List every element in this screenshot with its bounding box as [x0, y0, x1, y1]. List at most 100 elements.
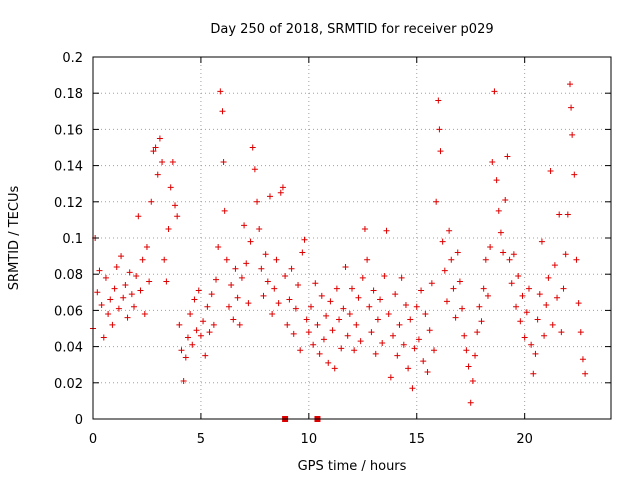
data-point: [193, 327, 200, 334]
data-point: [327, 298, 334, 305]
data-point: [102, 274, 109, 281]
data-point: [312, 280, 319, 287]
data-point: [187, 311, 194, 318]
data-point: [437, 148, 444, 155]
data-point: [482, 256, 489, 263]
data-point: [146, 278, 153, 285]
data-point: [191, 296, 198, 303]
data-point: [282, 273, 289, 280]
data-point: [220, 158, 227, 165]
data-point: [184, 334, 191, 341]
data-point: [396, 321, 403, 328]
data-point: [508, 280, 515, 287]
data-point: [100, 334, 107, 341]
data-point: [325, 359, 332, 366]
data-point: [394, 352, 401, 359]
data-point: [541, 332, 548, 339]
data-point: [113, 263, 120, 270]
data-point: [96, 267, 103, 274]
data-point: [169, 158, 176, 165]
y-tick-label: 0.2: [62, 51, 83, 66]
data-point: [538, 238, 545, 245]
data-point: [107, 296, 114, 303]
data-point: [264, 278, 271, 285]
data-point: [491, 88, 498, 95]
data-point: [137, 287, 144, 294]
data-point: [428, 280, 435, 287]
data-point: [418, 287, 425, 294]
data-point: [98, 301, 105, 308]
data-point: [551, 262, 558, 269]
data-point: [333, 285, 340, 292]
data-point: [213, 276, 220, 283]
data-point: [571, 171, 578, 178]
data-point: [459, 305, 466, 312]
data-point: [439, 238, 446, 245]
data-point: [390, 332, 397, 339]
data-point: [115, 305, 122, 312]
data-point: [174, 213, 181, 220]
data-point: [346, 311, 353, 318]
data-point: [452, 314, 459, 321]
data-point: [379, 339, 386, 346]
data-point: [424, 368, 431, 375]
grid-lines: [93, 57, 611, 419]
data-point: [487, 244, 494, 251]
data-point: [122, 282, 129, 289]
data-point: [554, 294, 561, 301]
data-point: [372, 350, 379, 357]
data-point: [221, 207, 228, 214]
data-point: [411, 345, 418, 352]
data-point: [489, 158, 496, 165]
data-point: [413, 303, 420, 310]
data-point: [208, 291, 215, 298]
axis-ticks: [92, 56, 611, 420]
data-point: [405, 365, 412, 372]
data-point: [245, 300, 252, 307]
data-point: [532, 350, 539, 357]
data-point: [463, 347, 470, 354]
data-point: [469, 377, 476, 384]
data-point: [256, 225, 263, 232]
data-point: [387, 374, 394, 381]
data-point: [523, 309, 530, 316]
y-axis-label: SRMTID / TECUs: [7, 186, 22, 291]
data-point: [266, 193, 273, 200]
data-point: [547, 168, 554, 175]
data-point: [150, 148, 157, 155]
data-point: [461, 332, 468, 339]
data-point: [536, 291, 543, 298]
data-point: [340, 305, 347, 312]
data-point: [232, 265, 239, 272]
data-point: [310, 341, 317, 348]
data-point: [258, 265, 265, 272]
data-point: [500, 249, 507, 256]
data-point: [564, 211, 571, 218]
data-point: [143, 244, 150, 251]
data-point: [262, 251, 269, 258]
data-point: [139, 256, 146, 263]
data-point: [286, 296, 293, 303]
data-point: [131, 303, 138, 310]
data-point: [305, 329, 312, 336]
data-point: [560, 285, 567, 292]
data-point: [141, 311, 148, 318]
data-point: [385, 311, 392, 318]
data-point: [307, 303, 314, 310]
data-point: [273, 256, 280, 263]
data-point: [120, 294, 127, 301]
data-point: [493, 177, 500, 184]
data-point: [172, 202, 179, 209]
data-point: [353, 321, 360, 328]
data-point: [402, 301, 409, 308]
data-point: [558, 329, 565, 336]
data-point: [407, 316, 414, 323]
data-point: [556, 211, 563, 218]
data-point: [167, 184, 174, 191]
data-point: [568, 104, 575, 111]
data-point: [314, 321, 321, 328]
data-point: [579, 356, 586, 363]
data-point: [543, 301, 550, 308]
data-point: [577, 329, 584, 336]
